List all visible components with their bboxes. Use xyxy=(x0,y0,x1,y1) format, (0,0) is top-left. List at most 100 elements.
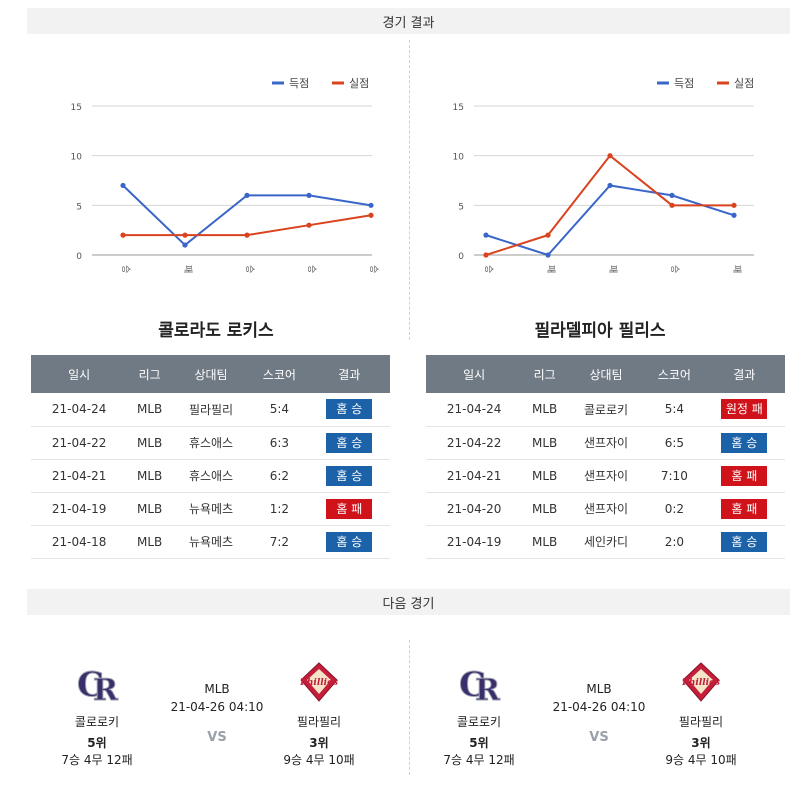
home-team: C R 콜로로키 5위 7승 4무 12패 xyxy=(52,660,142,768)
away-team-name: 필라필리 xyxy=(678,715,724,729)
result-badge: 홈 패 xyxy=(326,498,373,519)
match-league: MLB xyxy=(204,682,230,696)
chart-legend: 득점 실점 xyxy=(272,77,369,90)
result-badge: 홈 승 xyxy=(326,432,373,453)
legend-label-scored: 득점 xyxy=(289,77,309,90)
column-header: 일시 xyxy=(31,355,128,393)
home-team-rank: 5위 xyxy=(469,736,489,750)
results-section-title: 경기 결과 xyxy=(27,8,790,34)
data-point xyxy=(731,202,737,208)
cell-date: 21-04-22 xyxy=(426,426,523,460)
data-point xyxy=(669,192,675,198)
column-header: 결과 xyxy=(703,355,785,393)
team-chart-phillies: 득점 실점 0 5 10 15 승 패 패 승 패 xyxy=(453,77,755,273)
cell-league: MLB xyxy=(522,525,567,559)
cell-league: MLB xyxy=(127,492,172,526)
cell-opp: 세인카디 xyxy=(566,525,646,559)
next-game-card: C R 콜로로키 5위 7승 4무 12패 MLB 21-04-26 04:10… xyxy=(434,650,764,770)
cell-result: 홈 승 xyxy=(308,393,390,427)
x-tick-label: 승 xyxy=(306,265,317,273)
x-tick-label: 패 xyxy=(545,265,556,273)
data-point xyxy=(182,242,188,248)
rockies-logo-icon: C R xyxy=(459,665,502,709)
cell-date: 21-04-24 xyxy=(426,393,523,427)
home-team-rank: 5위 xyxy=(87,736,107,750)
cell-opp: 뉴욕메츠 xyxy=(171,492,251,526)
cell-score: 6:2 xyxy=(250,459,309,493)
team-chart-rockies: 득점 실점 0 5 10 15 승 패 승 승 승 xyxy=(71,77,379,273)
result-badge: 홈 승 xyxy=(326,531,373,552)
cell-result: 홈 패 xyxy=(703,492,785,526)
cell-opp: 휴스애스 xyxy=(171,426,251,460)
table-row: 21-04-21 MLB 휴스애스 6:2 홈 승 xyxy=(31,459,390,493)
x-tick-label: 승 xyxy=(483,265,494,273)
cell-date: 21-04-21 xyxy=(426,459,523,493)
cell-score: 7:2 xyxy=(250,525,309,559)
match-league: MLB xyxy=(586,682,612,696)
data-point xyxy=(545,252,551,258)
svg-text:C: C xyxy=(77,665,104,704)
cell-league: MLB xyxy=(522,492,567,526)
column-header: 결과 xyxy=(308,355,390,393)
column-header: 리그 xyxy=(522,355,567,393)
column-header: 상대팀 xyxy=(171,355,251,393)
away-team-record: 9승 4무 10패 xyxy=(283,753,355,767)
y-tick-label: 15 xyxy=(453,103,464,113)
cell-result: 원정 패 xyxy=(703,393,785,427)
table-row: 21-04-19 MLB 뉴욕메츠 1:2 홈 패 xyxy=(31,492,390,526)
chart-divider xyxy=(409,40,410,340)
table-header-row: 일시 리그 상대팀 스코어 결과 xyxy=(426,355,785,393)
next-game-divider xyxy=(409,640,410,775)
home-team-record: 7승 4무 12패 xyxy=(61,753,133,767)
data-point xyxy=(545,232,551,238)
cell-league: MLB xyxy=(127,426,172,460)
match-info: MLB 21-04-26 04:10 xyxy=(162,682,272,714)
cell-score: 5:4 xyxy=(250,393,309,427)
data-point xyxy=(607,182,613,189)
home-team-record: 7승 4무 12패 xyxy=(443,753,515,767)
y-tick-label: 5 xyxy=(76,202,82,212)
cell-date: 21-04-19 xyxy=(31,492,128,526)
column-header: 일시 xyxy=(426,355,523,393)
cell-date: 21-04-22 xyxy=(31,426,128,460)
vs-label: VS xyxy=(207,730,227,745)
cell-result: 홈 승 xyxy=(703,426,785,460)
svg-text:R: R xyxy=(475,673,501,704)
table-row: 21-04-20 MLB 샌프자이 0:2 홈 패 xyxy=(426,492,785,526)
cell-result: 홈 승 xyxy=(308,459,390,493)
away-team-rank: 3위 xyxy=(691,736,711,750)
cell-league: MLB xyxy=(522,393,567,427)
data-point xyxy=(306,222,312,228)
cell-opp: 샌프자이 xyxy=(566,492,646,526)
cell-league: MLB xyxy=(127,525,172,559)
cell-score: 1:2 xyxy=(250,492,309,526)
table-row: 21-04-19 MLB 세인카디 2:0 홈 승 xyxy=(426,525,785,559)
legend-label-scored: 득점 xyxy=(674,77,694,90)
away-team: Phillies 필라필리 3위 9승 4무 10패 xyxy=(274,660,364,768)
away-team: Phillies 필라필리 3위 9승 4무 10패 xyxy=(656,660,746,768)
match-datetime: 21-04-26 04:10 xyxy=(552,700,646,714)
y-tick-label: 10 xyxy=(71,153,83,163)
cell-opp: 샌프자이 xyxy=(566,426,646,460)
table-row: 21-04-22 MLB 샌프자이 6:5 홈 승 xyxy=(426,426,785,460)
cell-date: 21-04-21 xyxy=(31,459,128,493)
cell-score: 5:4 xyxy=(645,393,704,427)
legend-label-allowed: 실점 xyxy=(349,77,369,90)
svg-text:R: R xyxy=(93,673,119,704)
x-tick-label: 승 xyxy=(120,265,131,273)
rockies-logo-icon: C R xyxy=(77,665,120,709)
cell-date: 21-04-19 xyxy=(426,525,523,559)
home-team-name: 콜로로키 xyxy=(74,715,120,729)
legend-label-allowed: 실점 xyxy=(734,77,754,90)
phillies-logo-icon: Phillies xyxy=(299,662,338,702)
data-point xyxy=(607,153,613,159)
cell-league: MLB xyxy=(522,459,567,493)
home-team: C R 콜로로키 5위 7승 4무 12패 xyxy=(434,660,524,768)
svg-text:Phillies: Phillies xyxy=(681,678,720,688)
vs-label: VS xyxy=(589,730,609,745)
table-row: 21-04-21 MLB 샌프자이 7:10 홈 패 xyxy=(426,459,785,493)
result-badge: 홈 승 xyxy=(326,399,373,420)
data-point xyxy=(244,192,250,198)
phillies-logo-icon: Phillies xyxy=(681,662,720,702)
cell-score: 2:0 xyxy=(645,525,704,559)
